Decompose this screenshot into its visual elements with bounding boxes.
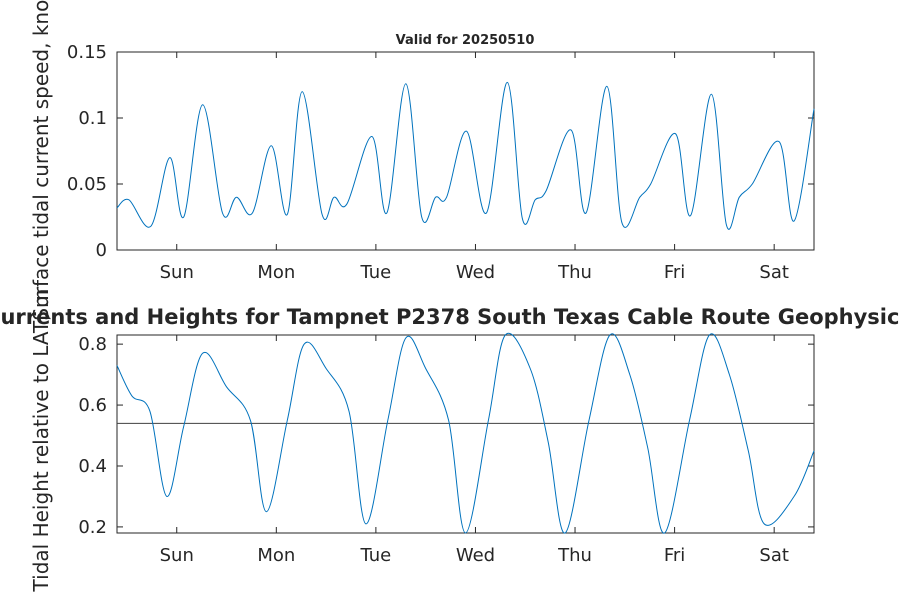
tidal-height-plot-area — [116, 334, 815, 534]
tidal-height-y-tick-label: 0.2 — [78, 517, 107, 538]
current-speed-y-tick-label: 0.15 — [67, 42, 107, 63]
current-speed-axes: Sun Mon Tue Wed Thu Fri Sat 0 0.05 0.1 0.15 Valid … — [29, 0, 815, 321]
current-speed-y-tick-label: 0 — [96, 240, 107, 261]
tidal-height-x-tick-label: Mon — [257, 545, 295, 566]
tidal-height-x-tick-label: Fri — [664, 545, 685, 566]
current-speed-x-tick-label: Mon — [257, 262, 295, 283]
current-speed-x-tick-label: Sat — [759, 262, 789, 283]
current-speed-y-label: Surface tidal current speed, knots — [29, 0, 53, 321]
tidal-height-series-line — [116, 332, 815, 534]
current-speed-x-tick-label: Wed — [456, 262, 495, 283]
tidal-height-x-tick-label: Wed — [456, 545, 495, 566]
tidal-height-y-label: Tidal Height relative to LAT, m — [29, 289, 53, 593]
tidal-height-x-tick-label: Tue — [360, 545, 392, 566]
tidal-height-axes: Tidal Currents and Heights for Tampnet P… — [0, 289, 900, 593]
current-speed-plot-area — [116, 51, 815, 251]
current-speed-x-tick-label: Tue — [360, 262, 392, 283]
tidal-height-x-tick-label: Sun — [160, 545, 194, 566]
current-speed-ticks: Sun Mon Tue Wed Thu Fri Sat 0 0.05 0.1 0.15 — [67, 42, 814, 283]
current-speed-x-tick-label: Thu — [557, 262, 592, 283]
figure-title: Tidal Currents and Heights for Tampnet P… — [0, 305, 900, 329]
tidal-height-y-tick-label: 0.6 — [78, 395, 107, 416]
current-speed-title: Valid for 20250510 — [396, 33, 535, 48]
tidal-height-ticks: Sun Mon Tue Wed Thu Fri Sat 0.2 0.4 0.6 0.8 — [78, 334, 814, 566]
current-speed-x-tick-label: Sun — [160, 262, 194, 283]
current-speed-x-tick-label: Fri — [664, 262, 685, 283]
tidal-height-y-tick-label: 0.4 — [78, 456, 107, 477]
current-speed-y-tick-label: 0.1 — [78, 108, 107, 129]
current-speed-y-tick-label: 0.05 — [67, 174, 107, 195]
current-speed-series-line — [116, 81, 815, 230]
tidal-height-x-tick-label: Sat — [759, 545, 789, 566]
tidal-height-y-tick-label: 0.8 — [78, 334, 107, 355]
tidal-height-x-tick-label: Thu — [557, 545, 592, 566]
